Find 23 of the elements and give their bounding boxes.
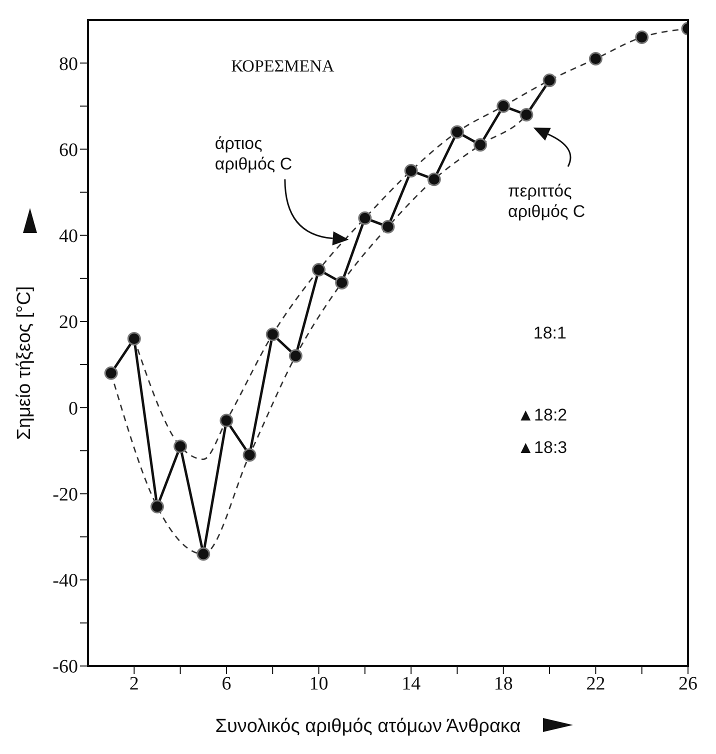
y-tick-label: 60: [59, 140, 78, 161]
y-tick-label: -60: [52, 656, 78, 678]
x-tick-label: 18: [494, 673, 513, 694]
y-tick-label: -20: [52, 484, 78, 506]
x-tick-label: 10: [309, 673, 328, 694]
y-tick-label: 40: [59, 226, 78, 248]
x-tick-label: 22: [586, 673, 606, 694]
x-tick-label: 6: [222, 673, 232, 694]
annotation: 18:1: [533, 324, 566, 343]
x-tick-label: 14: [402, 673, 422, 694]
y-tick-label: 20: [59, 312, 78, 334]
x-axis-title: Συνολικός αριθμός ατόμων Άνθρακα: [215, 716, 521, 737]
x-tick-label: 26: [678, 673, 698, 694]
annotation: ▲18:3: [517, 438, 568, 457]
y-tick-label: 0: [68, 398, 78, 420]
y-tick-label: -40: [52, 570, 78, 592]
annotation: περιττός αριθμός C: [508, 182, 586, 221]
annotation: άρτιος αριθμός C: [214, 134, 292, 174]
y-tick-label: 80: [59, 54, 78, 75]
x-tick-label: 2: [129, 673, 139, 694]
annotation: ΚΟΡΕΣΜΕΝΑ: [231, 56, 335, 76]
annotation: ▲18:2: [517, 406, 568, 425]
y-axis-title: Σημείο τήξεος [°C]: [14, 286, 35, 440]
